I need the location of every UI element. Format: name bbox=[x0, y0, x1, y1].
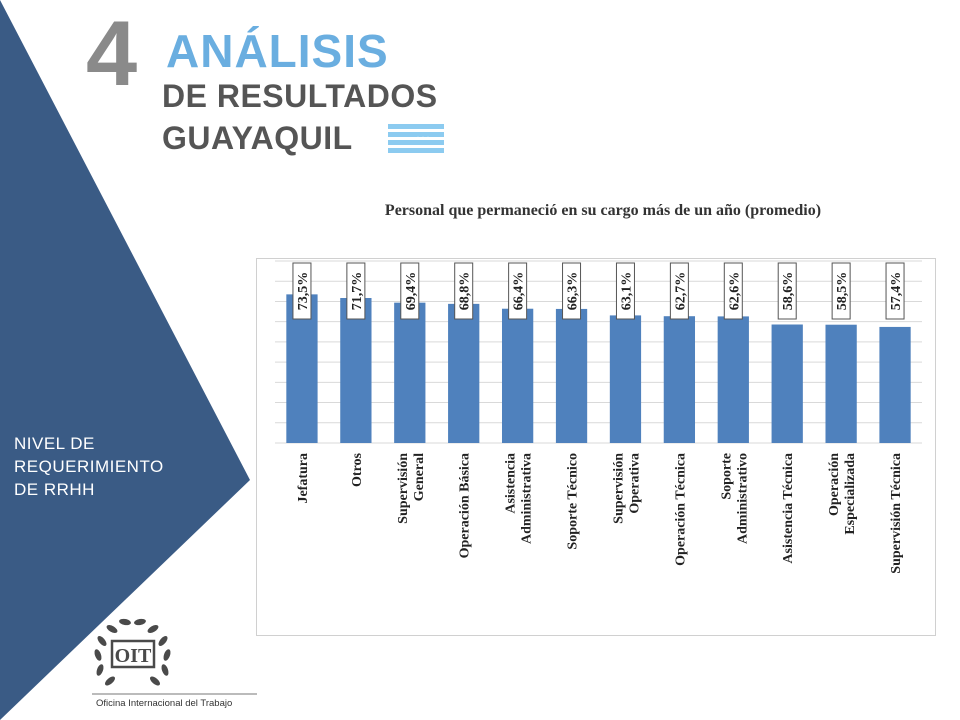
data-label-box-10 bbox=[831, 262, 851, 320]
bar-1 bbox=[340, 298, 372, 443]
data-label-6: 63,1% bbox=[619, 272, 634, 311]
category-label-9-0: Asistencia Técnica bbox=[781, 453, 796, 564]
data-label-3: 68,8% bbox=[458, 272, 473, 311]
data-label-box-2 bbox=[400, 262, 420, 320]
category-label-0-0: Jefatura bbox=[296, 453, 311, 504]
oit-logo: OIT bbox=[92, 618, 257, 695]
data-label-group-11: 57,4% bbox=[885, 262, 905, 320]
data-label-group-8: 62,6% bbox=[723, 262, 743, 320]
sidebar-label: NIVEL DE REQUERIMIENTO DE RRHH bbox=[14, 434, 164, 499]
bar-4 bbox=[501, 308, 534, 443]
data-label-group-1: 71,7% bbox=[346, 262, 366, 320]
chart-title: Personal que permaneció en su cargo más … bbox=[384, 202, 822, 219]
data-label-group-6: 63,1% bbox=[615, 262, 635, 320]
title-resultados: DE RESULTADOS bbox=[162, 78, 438, 114]
bar-10 bbox=[825, 324, 857, 443]
category-label-10-1: Especializada bbox=[843, 453, 858, 535]
flag-stripes-icon bbox=[388, 124, 444, 153]
data-label-group-4: 66,4% bbox=[508, 262, 528, 320]
data-label-box-11 bbox=[885, 262, 905, 320]
category-label-3-0: Operación Básica bbox=[458, 453, 473, 558]
data-label-2: 69,4% bbox=[404, 272, 419, 311]
category-label-2-0: Supervisión bbox=[396, 453, 411, 524]
data-label-7: 62,7% bbox=[673, 272, 688, 311]
bar-5 bbox=[555, 308, 588, 443]
data-label-group-9: 58,6% bbox=[777, 262, 797, 320]
data-label-box-5 bbox=[562, 262, 582, 320]
data-label-group-7: 62,7% bbox=[669, 262, 689, 320]
data-label-box-7 bbox=[669, 262, 689, 320]
data-label-4: 66,4% bbox=[512, 272, 527, 311]
data-label-box-6 bbox=[615, 262, 635, 320]
bar-7 bbox=[663, 316, 696, 443]
category-label-1-0: Otros bbox=[350, 452, 365, 487]
section-number: 4 bbox=[86, 3, 138, 105]
category-label-4-0: Asistencia bbox=[504, 453, 519, 514]
data-label-11: 57,4% bbox=[889, 272, 904, 311]
data-label-group-3: 68,8% bbox=[454, 262, 474, 320]
data-label-9: 58,6% bbox=[781, 272, 796, 311]
category-label-2-1: General bbox=[412, 453, 427, 501]
bar-8 bbox=[717, 316, 749, 443]
category-label-6-1: Operativa bbox=[627, 453, 642, 514]
category-label-4-1: Administrativa bbox=[520, 453, 535, 544]
bar-3 bbox=[448, 303, 480, 443]
logo-caption: Oficina Internacional del Trabajo bbox=[96, 698, 233, 709]
data-label-0: 73,5% bbox=[296, 272, 311, 311]
data-label-box-1 bbox=[346, 262, 366, 320]
data-label-10: 58,5% bbox=[835, 272, 850, 311]
data-label-box-0 bbox=[292, 262, 312, 320]
category-label-6-0: Supervisión bbox=[611, 453, 626, 524]
data-label-group-2: 69,4% bbox=[400, 262, 420, 320]
bar-9 bbox=[771, 324, 803, 443]
sidebar-triangle bbox=[0, 0, 250, 720]
title-city: GUAYAQUIL bbox=[162, 120, 353, 156]
data-label-1: 71,7% bbox=[350, 272, 365, 311]
category-label-11-0: Supervisión Técnica bbox=[889, 453, 904, 574]
sidebar-panel bbox=[0, 0, 250, 720]
data-label-box-8 bbox=[723, 262, 743, 320]
data-label-8: 62,6% bbox=[727, 272, 742, 311]
data-label-box-3 bbox=[454, 262, 474, 320]
data-label-box-9 bbox=[777, 262, 797, 320]
category-label-5-0: Soporte Técnico bbox=[566, 453, 581, 550]
title-analisis: ANÁLISIS bbox=[166, 25, 389, 77]
data-label-group-10: 58,5% bbox=[831, 262, 851, 320]
data-label-group-0: 73,5% bbox=[292, 262, 312, 320]
category-label-7-0: Operación Técnica bbox=[673, 453, 688, 566]
bar-11 bbox=[879, 326, 911, 443]
bar-6 bbox=[609, 315, 642, 443]
data-label-5: 66,3% bbox=[566, 272, 581, 311]
category-label-8-1: Administrativo bbox=[735, 453, 750, 544]
data-label-group-5: 66,3% bbox=[562, 262, 582, 320]
logo-mark-text: OIT bbox=[115, 645, 152, 667]
bar-2 bbox=[394, 302, 426, 443]
chart-frame: 73,5% Jefatura 71,7% Otros 69,4% Supervisión G… bbox=[256, 258, 936, 636]
data-label-box-4 bbox=[508, 262, 528, 320]
category-label-10-0: Operación bbox=[827, 453, 842, 516]
category-label-8-0: Soporte bbox=[719, 453, 734, 500]
